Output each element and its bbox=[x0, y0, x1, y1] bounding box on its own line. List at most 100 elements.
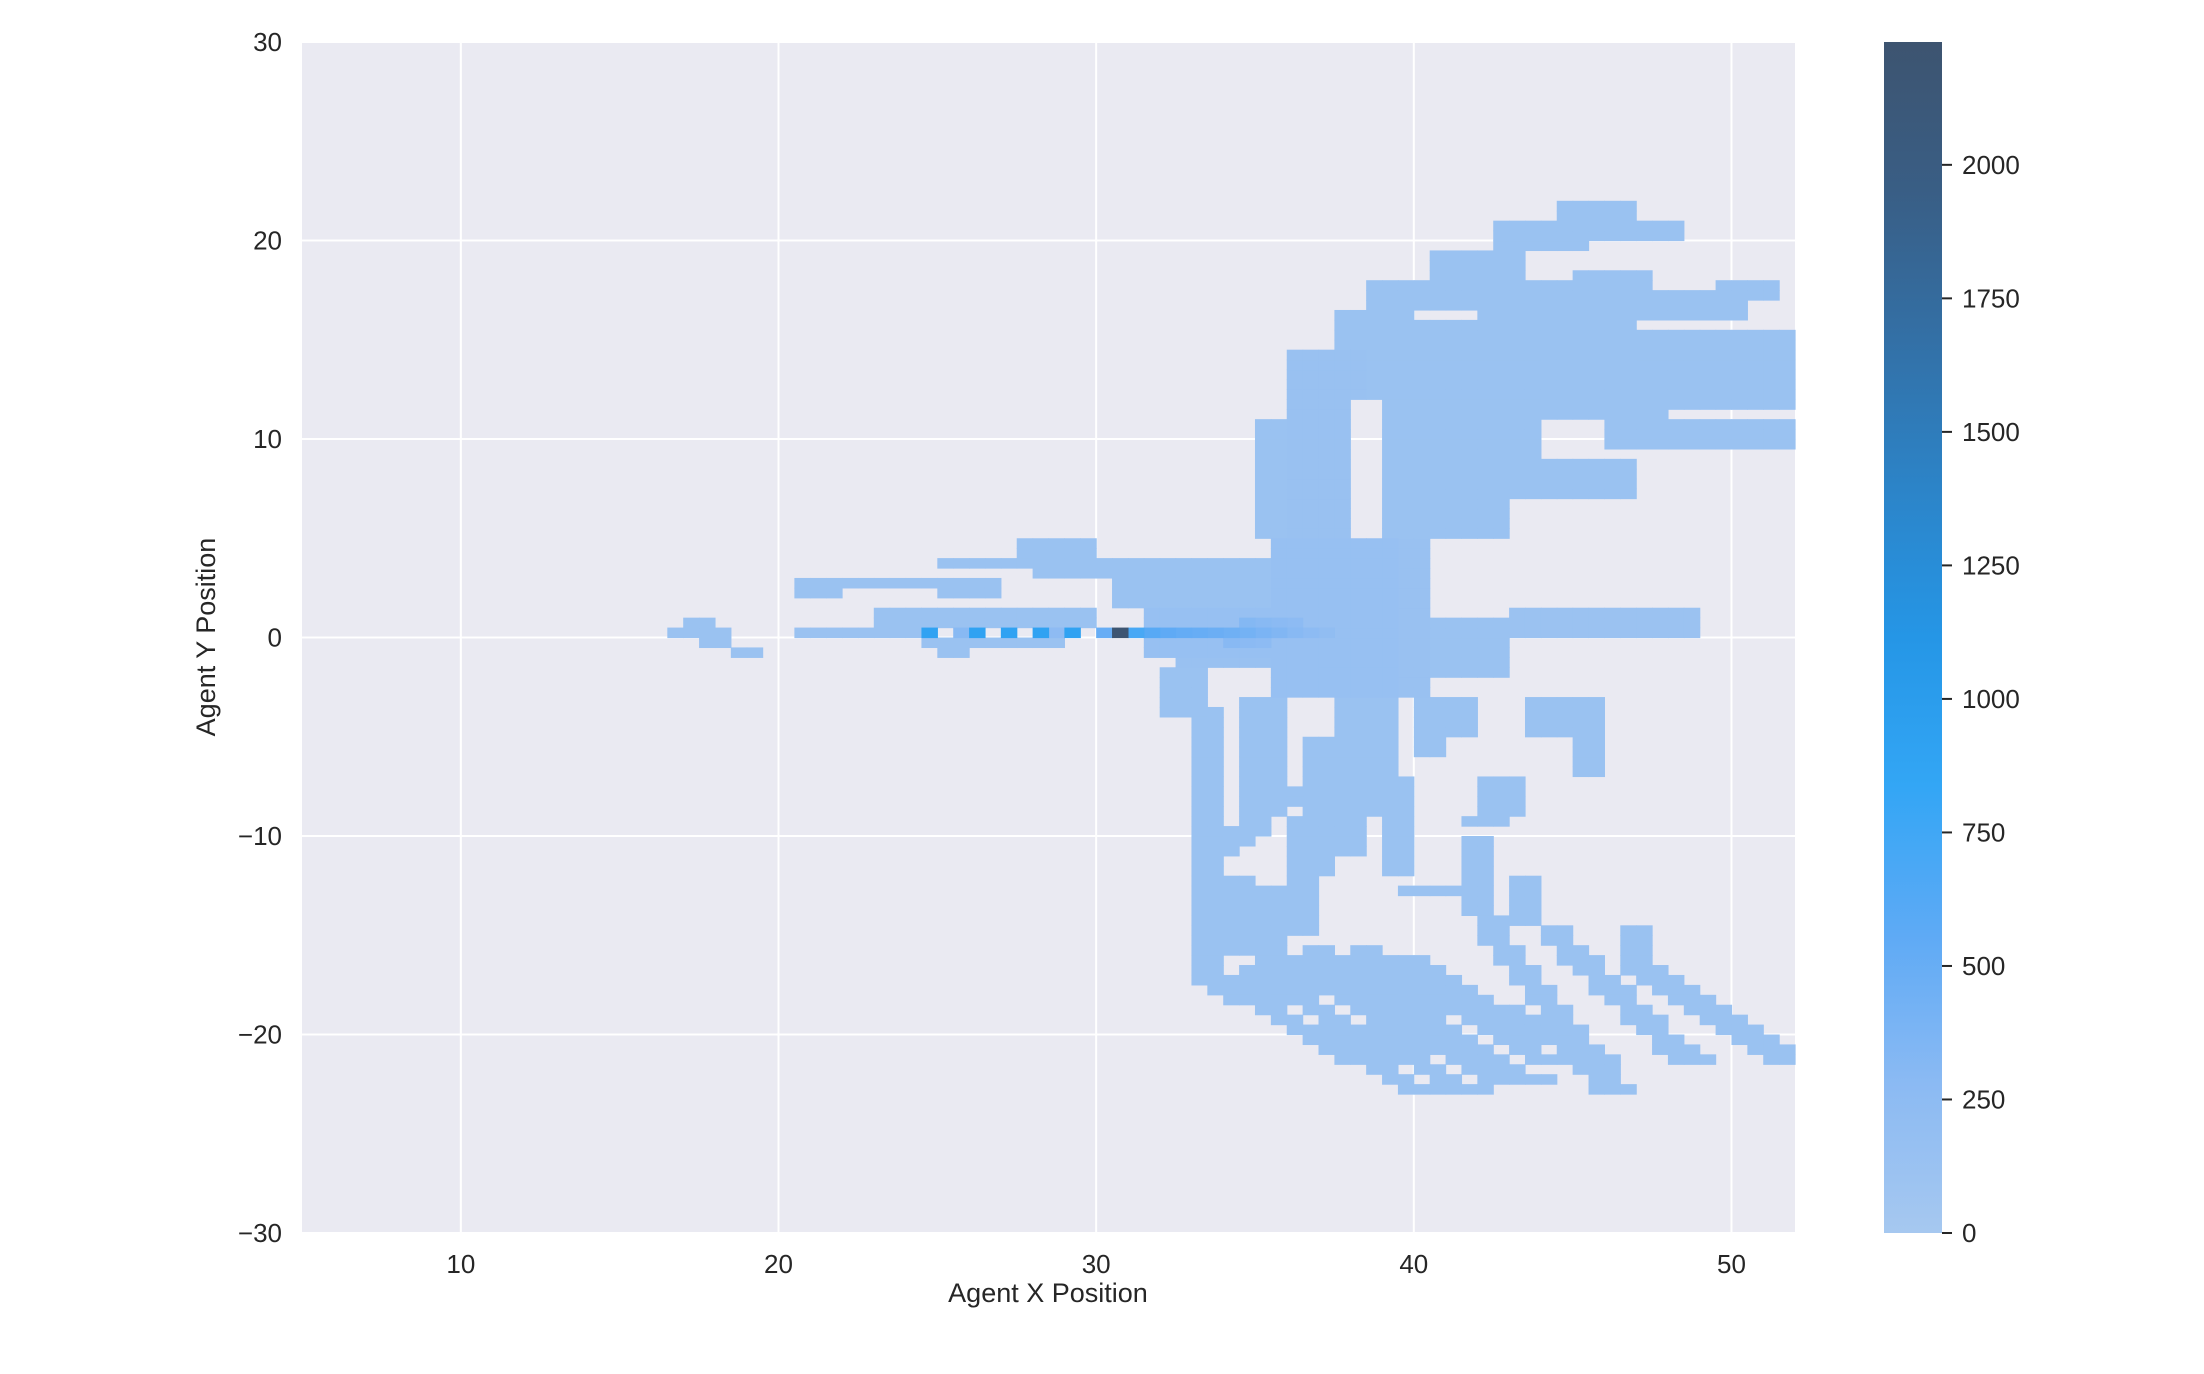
heatmap-cell bbox=[1254, 498, 1272, 510]
heatmap-cell bbox=[1382, 558, 1399, 569]
heatmap-cell bbox=[1699, 290, 1717, 301]
heatmap-cell bbox=[699, 617, 716, 629]
heatmap-cell bbox=[1445, 697, 1463, 708]
heatmap-cell bbox=[1540, 607, 1558, 619]
heatmap-cell bbox=[1413, 667, 1431, 678]
heatmap-cell bbox=[1286, 409, 1304, 420]
heatmap-cell bbox=[1763, 339, 1780, 351]
heatmap-cell bbox=[1556, 945, 1574, 956]
heatmap-cell bbox=[1636, 409, 1653, 420]
heatmap-cell bbox=[1413, 607, 1431, 619]
heatmap-cell bbox=[1397, 478, 1415, 490]
heatmap-cell bbox=[1382, 667, 1399, 678]
heatmap-cell bbox=[1509, 607, 1526, 619]
heatmap-cell bbox=[1652, 607, 1669, 619]
heatmap-cell bbox=[1763, 399, 1780, 410]
heatmap-cell bbox=[1477, 498, 1494, 510]
heatmap-cell bbox=[1747, 280, 1764, 291]
heatmap-cell bbox=[1715, 359, 1733, 371]
heatmap-cell bbox=[1652, 974, 1669, 986]
heatmap-cell bbox=[1572, 409, 1590, 420]
heatmap-cell bbox=[1270, 627, 1288, 639]
heatmap-cell bbox=[1366, 607, 1383, 619]
heatmap-cell bbox=[1366, 657, 1383, 668]
heatmap-cell bbox=[1302, 1004, 1320, 1016]
heatmap-cell bbox=[1477, 329, 1494, 341]
heatmap-cell bbox=[1350, 776, 1367, 787]
heatmap-cell bbox=[1286, 399, 1304, 410]
heatmap-cell bbox=[826, 627, 843, 639]
heatmap-cell bbox=[1318, 617, 1335, 629]
heatmap-cell bbox=[1366, 766, 1383, 778]
heatmap-cell bbox=[1302, 875, 1320, 887]
heatmap-cell bbox=[1572, 270, 1590, 281]
heatmap-cell bbox=[1604, 300, 1621, 311]
heatmap-cell bbox=[1239, 875, 1256, 887]
heatmap-cell bbox=[1334, 687, 1351, 698]
heatmap-cell bbox=[1350, 756, 1367, 768]
heatmap-cell bbox=[1509, 488, 1526, 500]
heatmap-cell bbox=[1350, 548, 1367, 559]
heatmap-cell bbox=[1239, 617, 1256, 629]
heatmap-cell bbox=[1493, 369, 1510, 381]
heatmap-cell bbox=[1254, 577, 1272, 589]
colorbar-tick-label: 1000 bbox=[1962, 684, 2020, 714]
heatmap-cell bbox=[1286, 508, 1304, 519]
heatmap-cell bbox=[1636, 379, 1653, 390]
heatmap-cell bbox=[1382, 577, 1399, 589]
heatmap-cell bbox=[1254, 965, 1272, 976]
heatmap-cell bbox=[1779, 389, 1796, 400]
heatmap-cell bbox=[1366, 746, 1383, 758]
heatmap-cell bbox=[1334, 439, 1351, 450]
heatmap-cell bbox=[1350, 984, 1367, 996]
heatmap-cell bbox=[1572, 290, 1590, 301]
heatmap-cell bbox=[1366, 637, 1383, 649]
heatmap-cell bbox=[1175, 697, 1193, 708]
heatmap-cell bbox=[1382, 726, 1399, 738]
heatmap-cell bbox=[1413, 300, 1431, 311]
heatmap-cell bbox=[921, 627, 938, 639]
heatmap-cell bbox=[1302, 865, 1320, 877]
heatmap-cell bbox=[1016, 617, 1034, 629]
heatmap-cell bbox=[1477, 339, 1494, 351]
heatmap-cell bbox=[1715, 439, 1733, 450]
heatmap-cell bbox=[1493, 349, 1510, 361]
heatmap-cell bbox=[1207, 776, 1224, 787]
heatmap-cell bbox=[1429, 339, 1447, 351]
heatmap-cell bbox=[1524, 300, 1542, 311]
heatmap-cell bbox=[1366, 984, 1383, 996]
heatmap-cell bbox=[1556, 488, 1574, 500]
heatmap-cell bbox=[1302, 538, 1320, 549]
heatmap-cell bbox=[1334, 399, 1351, 410]
heatmap-cell bbox=[1286, 647, 1304, 658]
heatmap-cell bbox=[1731, 329, 1748, 341]
heatmap-cell bbox=[1318, 518, 1335, 529]
heatmap-cell bbox=[1683, 1054, 1701, 1065]
heatmap-cell bbox=[1572, 955, 1590, 966]
heatmap-cell bbox=[667, 627, 684, 639]
heatmap-cell bbox=[1366, 994, 1383, 1006]
heatmap-cell bbox=[1636, 1004, 1653, 1016]
heatmap-cell bbox=[1540, 458, 1558, 470]
heatmap-cell bbox=[1207, 875, 1224, 887]
heatmap-cell bbox=[1509, 260, 1526, 271]
heatmap-cell bbox=[1254, 657, 1272, 668]
heatmap-cell bbox=[1445, 429, 1463, 440]
heatmap-cell bbox=[1588, 627, 1606, 639]
heatmap-cell bbox=[1270, 994, 1288, 1006]
heatmap-cell bbox=[1270, 498, 1288, 510]
heatmap-cell bbox=[1445, 250, 1463, 261]
heatmap-cell bbox=[953, 617, 970, 629]
heatmap-cell bbox=[1747, 1024, 1764, 1036]
heatmap-cell bbox=[1493, 280, 1510, 291]
heatmap-cell bbox=[1620, 458, 1637, 470]
heatmap-cell bbox=[1270, 895, 1288, 907]
heatmap-cell bbox=[1191, 687, 1208, 698]
heatmap-cell bbox=[1461, 706, 1478, 718]
heatmap-cell bbox=[1445, 270, 1463, 281]
heatmap-cell bbox=[937, 577, 954, 589]
heatmap-cell bbox=[1413, 974, 1431, 986]
heatmap-cell bbox=[1397, 667, 1415, 678]
heatmap-cell bbox=[1286, 637, 1304, 649]
heatmap-cell bbox=[1397, 836, 1415, 847]
